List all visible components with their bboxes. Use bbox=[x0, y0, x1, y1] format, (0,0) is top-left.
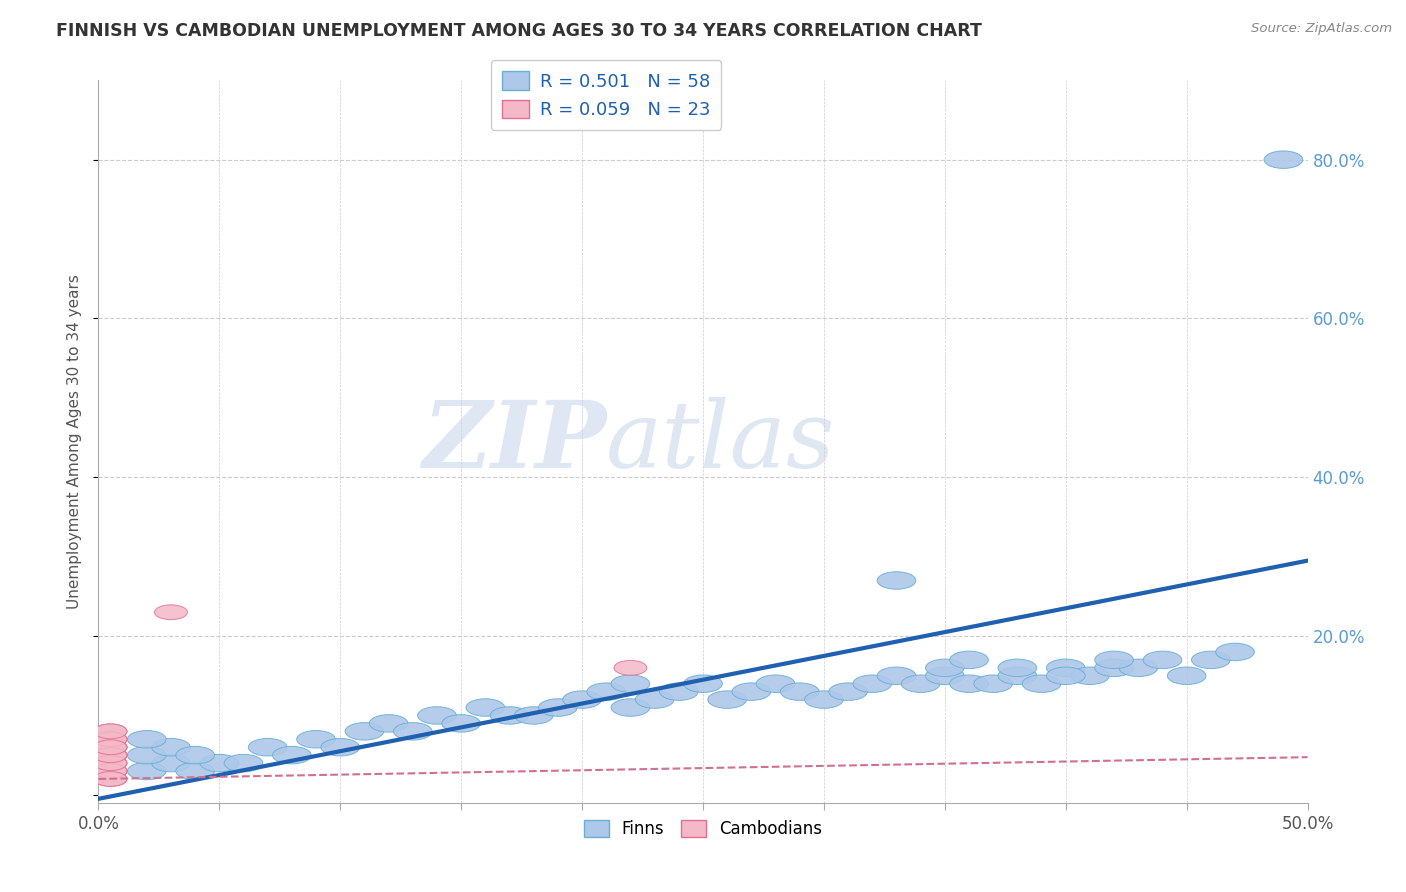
Ellipse shape bbox=[128, 763, 166, 780]
Ellipse shape bbox=[586, 683, 626, 700]
Text: Source: ZipAtlas.com: Source: ZipAtlas.com bbox=[1251, 22, 1392, 36]
Ellipse shape bbox=[612, 675, 650, 692]
Ellipse shape bbox=[94, 739, 127, 755]
Ellipse shape bbox=[636, 690, 673, 708]
Text: FINNISH VS CAMBODIAN UNEMPLOYMENT AMONG AGES 30 TO 34 YEARS CORRELATION CHART: FINNISH VS CAMBODIAN UNEMPLOYMENT AMONG … bbox=[56, 22, 983, 40]
Ellipse shape bbox=[394, 723, 432, 740]
Ellipse shape bbox=[949, 651, 988, 669]
Ellipse shape bbox=[1264, 151, 1303, 169]
Ellipse shape bbox=[176, 747, 215, 764]
Legend: Finns, Cambodians: Finns, Cambodians bbox=[576, 814, 830, 845]
Ellipse shape bbox=[756, 675, 794, 692]
Ellipse shape bbox=[94, 747, 127, 763]
Ellipse shape bbox=[1095, 659, 1133, 676]
Ellipse shape bbox=[659, 683, 699, 700]
Text: atlas: atlas bbox=[606, 397, 835, 486]
Ellipse shape bbox=[780, 683, 820, 700]
Ellipse shape bbox=[1119, 659, 1157, 676]
Ellipse shape bbox=[828, 683, 868, 700]
Ellipse shape bbox=[128, 731, 166, 748]
Ellipse shape bbox=[94, 764, 127, 779]
Ellipse shape bbox=[418, 706, 457, 724]
Ellipse shape bbox=[707, 690, 747, 708]
Ellipse shape bbox=[1167, 667, 1206, 684]
Ellipse shape bbox=[94, 739, 127, 755]
Ellipse shape bbox=[998, 667, 1036, 684]
Ellipse shape bbox=[94, 731, 127, 747]
Ellipse shape bbox=[94, 764, 127, 779]
Ellipse shape bbox=[1046, 667, 1085, 684]
Ellipse shape bbox=[94, 772, 127, 787]
Ellipse shape bbox=[853, 675, 891, 692]
Ellipse shape bbox=[344, 723, 384, 740]
Ellipse shape bbox=[297, 731, 336, 748]
Ellipse shape bbox=[94, 731, 127, 747]
Ellipse shape bbox=[1216, 643, 1254, 661]
Ellipse shape bbox=[94, 764, 127, 779]
Ellipse shape bbox=[94, 747, 127, 763]
Ellipse shape bbox=[515, 706, 553, 724]
Ellipse shape bbox=[224, 755, 263, 772]
Y-axis label: Unemployment Among Ages 30 to 34 years: Unemployment Among Ages 30 to 34 years bbox=[67, 274, 83, 609]
Ellipse shape bbox=[155, 605, 187, 620]
Ellipse shape bbox=[94, 756, 127, 771]
Text: ZIP: ZIP bbox=[422, 397, 606, 486]
Ellipse shape bbox=[94, 739, 127, 755]
Ellipse shape bbox=[465, 698, 505, 716]
Ellipse shape bbox=[94, 724, 127, 739]
Ellipse shape bbox=[562, 690, 602, 708]
Ellipse shape bbox=[94, 756, 127, 771]
Ellipse shape bbox=[94, 731, 127, 747]
Ellipse shape bbox=[804, 690, 844, 708]
Ellipse shape bbox=[733, 683, 770, 700]
Ellipse shape bbox=[877, 667, 915, 684]
Ellipse shape bbox=[94, 747, 127, 763]
Ellipse shape bbox=[1095, 651, 1133, 669]
Ellipse shape bbox=[1022, 675, 1062, 692]
Ellipse shape bbox=[614, 660, 647, 675]
Ellipse shape bbox=[925, 667, 965, 684]
Ellipse shape bbox=[94, 724, 127, 739]
Ellipse shape bbox=[949, 675, 988, 692]
Ellipse shape bbox=[152, 755, 190, 772]
Ellipse shape bbox=[94, 747, 127, 763]
Ellipse shape bbox=[152, 739, 190, 756]
Ellipse shape bbox=[249, 739, 287, 756]
Ellipse shape bbox=[94, 772, 127, 787]
Ellipse shape bbox=[1143, 651, 1182, 669]
Ellipse shape bbox=[1070, 667, 1109, 684]
Ellipse shape bbox=[901, 675, 941, 692]
Ellipse shape bbox=[974, 675, 1012, 692]
Ellipse shape bbox=[683, 675, 723, 692]
Ellipse shape bbox=[128, 747, 166, 764]
Ellipse shape bbox=[491, 706, 529, 724]
Ellipse shape bbox=[200, 755, 239, 772]
Ellipse shape bbox=[176, 763, 215, 780]
Ellipse shape bbox=[273, 747, 311, 764]
Ellipse shape bbox=[441, 714, 481, 732]
Ellipse shape bbox=[1191, 651, 1230, 669]
Ellipse shape bbox=[1046, 659, 1085, 676]
Ellipse shape bbox=[925, 659, 965, 676]
Ellipse shape bbox=[877, 572, 915, 590]
Ellipse shape bbox=[998, 659, 1036, 676]
Ellipse shape bbox=[94, 739, 127, 755]
Ellipse shape bbox=[321, 739, 360, 756]
Ellipse shape bbox=[370, 714, 408, 732]
Ellipse shape bbox=[538, 698, 578, 716]
Ellipse shape bbox=[94, 756, 127, 771]
Ellipse shape bbox=[612, 698, 650, 716]
